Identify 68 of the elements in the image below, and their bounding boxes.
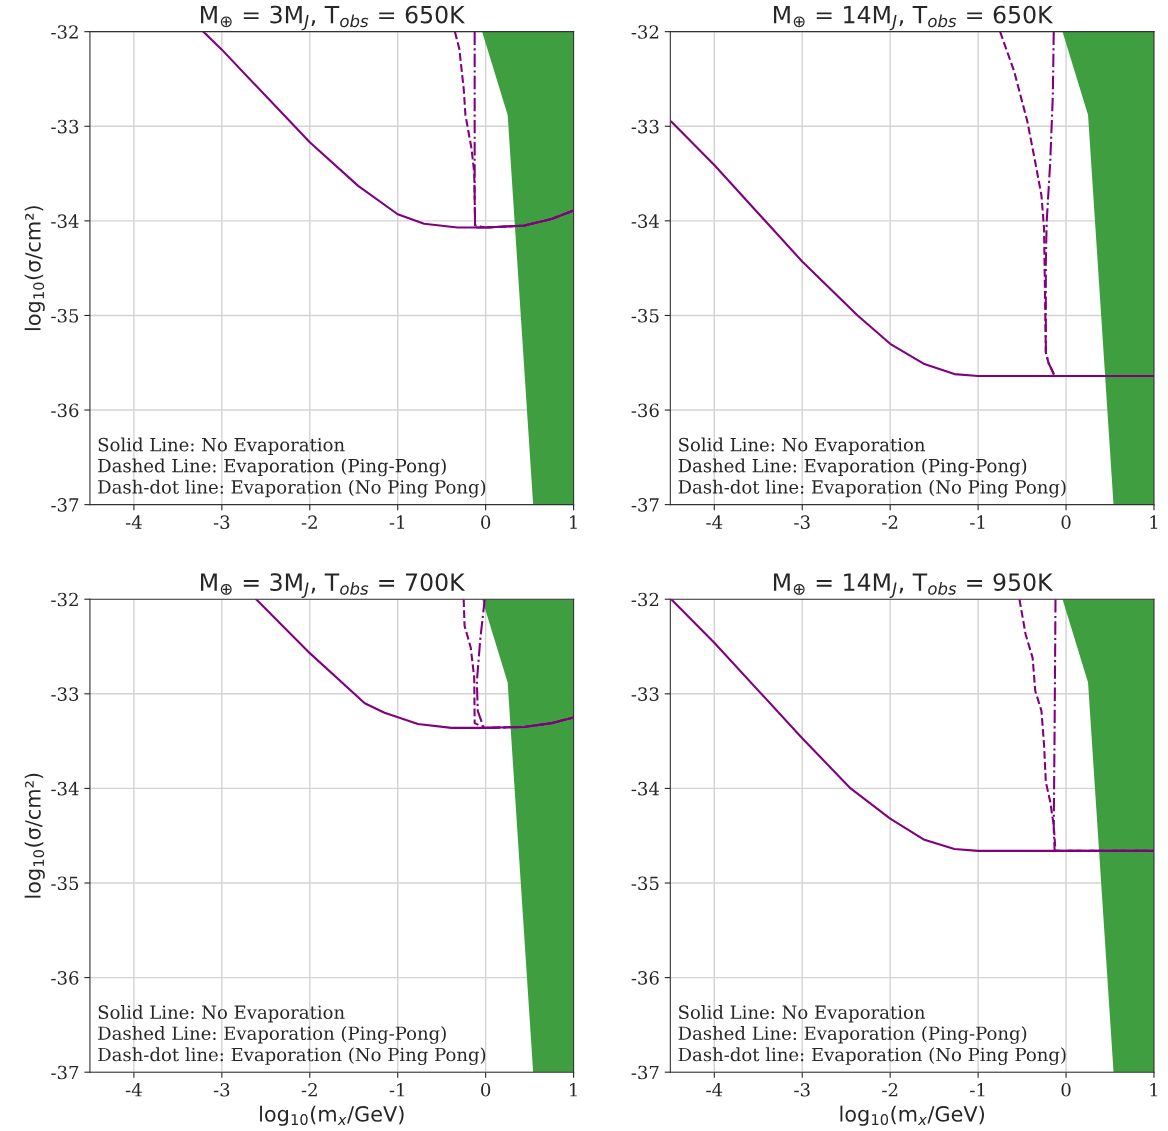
annotation: Solid Line: No Evaporation [679,1005,925,1023]
annotation: Dashed Line: Evaporation (Ping-Pong) [98,458,446,477]
y-tick-label: -37 [631,498,659,512]
annotation: Dashed Line: Evaporation (Ping-Pong) [98,1026,446,1044]
x-tick-label: -4 [706,1082,723,1097]
y-tick-label: -37 [51,498,79,512]
x-tick-label: -3 [794,515,810,530]
y-axis-title: log$_{10}$(σ/cm²) [24,773,45,898]
y-tick-label: -35 [51,876,79,891]
y-tick-label: -33 [51,119,79,134]
y-tick-label: -33 [51,687,79,701]
x-tick-label: 0 [1061,1082,1071,1097]
chart-title: M$_{⊕}$ = 14M$_{J}$, T$_{obs}$ = 650K [773,5,1054,31]
annotation: Solid Line: No Evaporation [679,437,925,455]
x-tick-label: -3 [213,515,230,530]
x-tick-label: 0 [481,515,491,530]
y-tick-label: -36 [51,971,79,985]
x-tick-label: -2 [882,1082,898,1097]
y-tick-label: -32 [51,25,78,39]
x-tick-label: -3 [213,1082,230,1097]
annotation: Dash-dot line: Evaporation (No Ping Pong) [678,479,1066,498]
y-tick-label: -35 [631,876,659,891]
x-tick-label: -2 [301,515,317,529]
chart-title: M$_{⊕}$ = 3M$_{J}$, T$_{obs}$ = 650K [201,5,466,31]
annotation: Dash-dot line: Evaporation (No Ping Pong) [678,1047,1066,1066]
y-tick-label: -37 [631,1065,659,1080]
x-axis-title: log$_{10}$(m$_{x}$/GeV) [840,1105,984,1126]
annotation: Dash-dot line: Evaporation (No Ping Pong) [98,479,486,498]
y-tick-label: -35 [631,308,659,323]
annotation: Dash-dot line: Evaporation (No Ping Pong) [98,1047,486,1066]
y-tick-label: -37 [51,1065,79,1080]
chart-title: M$_{⊕}$ = 3M$_{J}$, T$_{obs}$ = 700K [201,573,466,598]
x-axis-title: log$_{10}$(m$_{x}$/GeV) [260,1105,404,1126]
x-tick-label: -1 [970,1082,985,1097]
y-tick-label: -34 [631,781,659,796]
y-tick-label: -32 [51,592,78,607]
y-axis-title: log$_{10}$(σ/cm²) [24,206,45,331]
annotation: Solid Line: No Evaporation [98,437,345,455]
annotation: Dashed Line: Evaporation (Ping-Pong) [678,458,1027,477]
x-tick-label: -2 [301,1082,317,1097]
y-tick-label: -33 [631,119,659,134]
x-tick-label: 1 [570,1082,577,1097]
x-tick-label: 0 [1061,515,1071,530]
x-tick-label: -3 [794,1082,810,1097]
x-tick-label: -4 [125,515,142,529]
x-tick-label: 1 [1150,1082,1158,1097]
y-tick-label: -32 [631,592,659,607]
chart-title: M$_{⊕}$ = 14M$_{J}$, T$_{obs}$ = 950K [773,573,1054,598]
x-tick-label: 1 [1150,515,1158,529]
y-tick-label: -35 [51,308,79,323]
y-tick-label: -34 [51,781,79,796]
x-tick-label: -4 [706,515,723,529]
y-tick-label: -36 [51,403,79,418]
y-tick-label: -36 [631,403,659,418]
annotation: Solid Line: No Evaporation [98,1005,345,1023]
x-tick-label: 0 [481,1082,491,1097]
y-tick-label: -34 [631,214,659,228]
x-tick-label: -1 [389,1082,404,1097]
y-tick-label: -36 [631,971,659,985]
x-tick-label: 1 [570,515,577,529]
y-tick-label: -33 [631,687,659,701]
x-tick-label: -4 [125,1082,142,1097]
y-tick-label: -32 [631,25,659,39]
x-tick-label: -2 [882,515,898,529]
y-tick-label: -34 [51,214,79,228]
x-tick-label: -1 [389,515,404,529]
annotation: Dashed Line: Evaporation (Ping-Pong) [678,1026,1027,1044]
x-tick-label: -1 [970,515,985,529]
